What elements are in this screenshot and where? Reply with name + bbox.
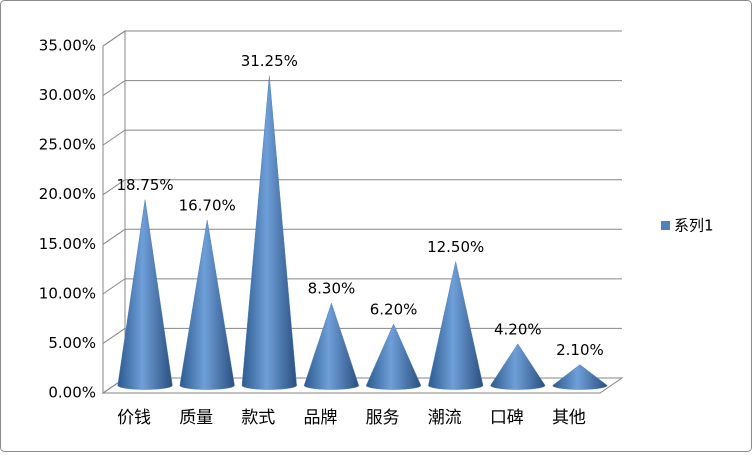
- y-tick-label: 20.00%: [39, 185, 96, 203]
- y-tick-label: 0.00%: [48, 384, 96, 402]
- grid-line: [102, 129, 622, 146]
- legend-label: 系列1: [674, 217, 714, 235]
- value-label: 31.25%: [241, 52, 298, 70]
- x-tick-label: 质量: [179, 408, 213, 428]
- value-label: 16.70%: [179, 196, 236, 214]
- x-tick-label: 口碑: [490, 408, 524, 428]
- value-label: 6.20%: [370, 301, 418, 319]
- y-tick-label: 30.00%: [39, 86, 96, 104]
- grid-line: [102, 30, 622, 47]
- grid-line: [102, 80, 622, 96]
- value-label: 4.20%: [494, 320, 542, 338]
- x-tick-label: 款式: [241, 408, 275, 428]
- grid-line: [102, 228, 622, 245]
- value-label: 2.10%: [556, 341, 604, 359]
- x-tick-label: 潮流: [428, 408, 462, 428]
- x-tick-label: 价钱: [117, 408, 151, 428]
- cone: [179, 219, 235, 390]
- value-label: 12.50%: [427, 238, 484, 256]
- y-tick-label: 25.00%: [39, 136, 96, 154]
- cone: [365, 323, 422, 390]
- cone: [552, 364, 608, 390]
- cone: [241, 75, 297, 390]
- cone: [303, 302, 360, 390]
- cone: [490, 343, 546, 390]
- legend-swatch: [661, 221, 670, 230]
- grid-line: [102, 179, 622, 196]
- y-tick-label: 35.00%: [39, 37, 96, 55]
- x-tick-label: 其他: [552, 408, 586, 428]
- cone: [428, 261, 484, 390]
- y-tick-label: 15.00%: [39, 235, 96, 253]
- cone: [117, 199, 173, 390]
- x-tick-label: 品牌: [303, 408, 337, 428]
- y-tick-label: 10.00%: [39, 284, 96, 302]
- x-tick-label: 服务: [366, 408, 400, 428]
- value-label: 8.30%: [308, 280, 356, 298]
- y-tick-label: 5.00%: [48, 334, 96, 352]
- value-label: 18.75%: [116, 176, 173, 194]
